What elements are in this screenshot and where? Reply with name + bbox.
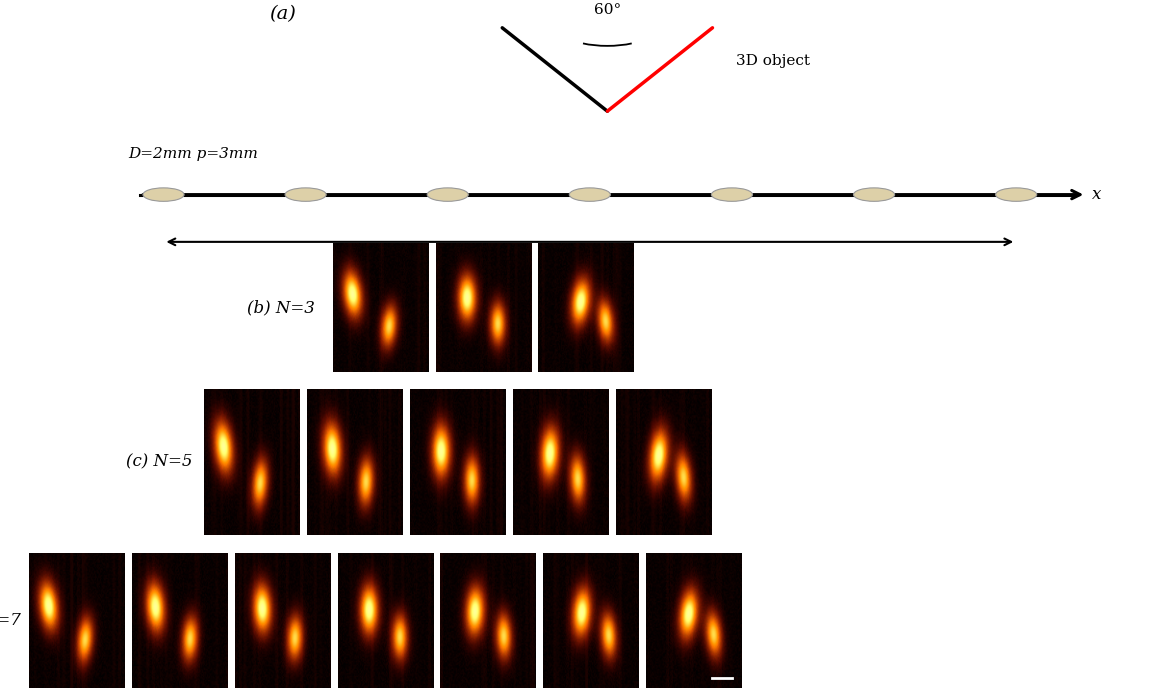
Ellipse shape xyxy=(711,188,752,202)
Text: (a): (a) xyxy=(269,6,296,24)
Ellipse shape xyxy=(995,188,1037,202)
Ellipse shape xyxy=(427,188,468,202)
Text: 60°: 60° xyxy=(593,3,621,17)
Ellipse shape xyxy=(142,188,185,202)
Text: 3D object: 3D object xyxy=(736,54,809,68)
Text: x: x xyxy=(1092,186,1101,203)
Ellipse shape xyxy=(569,188,611,202)
Text: (b) N=3: (b) N=3 xyxy=(248,299,315,316)
Ellipse shape xyxy=(854,188,895,202)
Ellipse shape xyxy=(285,188,326,202)
Text: (d) N=7: (d) N=7 xyxy=(0,612,21,629)
Text: D=2mm p=3mm: D=2mm p=3mm xyxy=(128,147,258,161)
Text: (c) N=5: (c) N=5 xyxy=(126,454,193,471)
Text: b=18mm: b=18mm xyxy=(555,253,625,267)
